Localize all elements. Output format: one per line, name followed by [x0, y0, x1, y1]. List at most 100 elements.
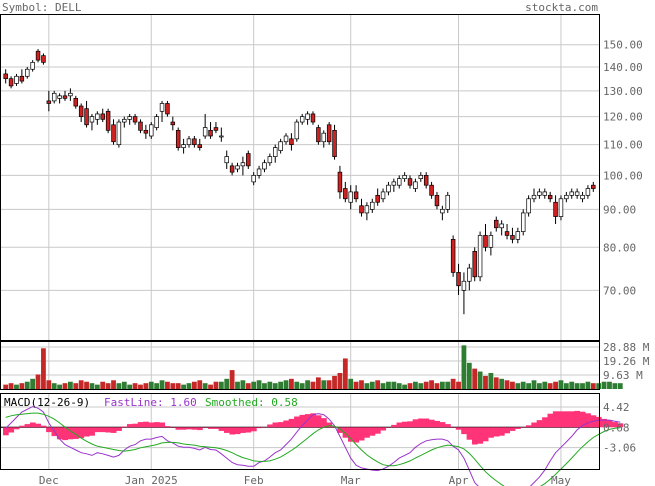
- volume-bar: [386, 381, 391, 389]
- candle-body: [14, 75, 19, 84]
- macd-histogram-bar: [250, 427, 257, 432]
- candle-body: [569, 191, 574, 196]
- candle-body: [111, 124, 116, 143]
- macd-histogram-bar: [304, 414, 311, 428]
- candle-body: [407, 178, 413, 186]
- volume-bar: [445, 381, 451, 389]
- macd-histogram-bar: [504, 427, 511, 434]
- candle-body: [224, 156, 229, 164]
- macd-histogram-bar: [299, 414, 306, 428]
- macd-histogram-bar: [321, 418, 327, 428]
- volume-bar: [537, 383, 542, 389]
- macd-histogram-bar: [596, 416, 602, 428]
- macd-histogram-bar: [143, 421, 149, 428]
- candle-body: [8, 78, 14, 87]
- volume-bar: [202, 383, 208, 389]
- macd-histogram-bar: [407, 421, 414, 428]
- volume-bar: [332, 375, 337, 389]
- candle-body: [321, 132, 326, 143]
- macd-histogram-bar: [380, 427, 387, 431]
- volume-bar: [224, 378, 230, 389]
- volume-bar: [289, 378, 294, 389]
- volume-bar: [342, 358, 348, 389]
- candle-body: [542, 191, 548, 196]
- candle-body: [494, 219, 499, 229]
- volume-bar: [531, 380, 537, 389]
- x-tick-label: Jan 2025: [125, 474, 178, 486]
- x-tick-label: Apr: [449, 474, 469, 486]
- candle-body: [353, 191, 359, 200]
- candle-body: [402, 175, 407, 179]
- macd-histogram-bar: [164, 426, 171, 428]
- macd-histogram-bar: [525, 425, 532, 428]
- candle-body: [574, 191, 580, 196]
- macd-histogram-bar: [73, 427, 79, 439]
- macd-histogram-bar: [617, 423, 624, 428]
- price-tick-label: 130.00: [603, 85, 643, 98]
- volume-tick-label: 9.63 M: [603, 369, 643, 382]
- volume-bar: [229, 370, 235, 389]
- macd-histogram-bar: [132, 423, 139, 428]
- volume-bar: [359, 380, 364, 389]
- macd-histogram-bar: [62, 427, 68, 441]
- candle-body: [580, 194, 585, 200]
- volume-bar: [483, 375, 488, 389]
- volume-bar: [148, 381, 154, 389]
- candle-body: [504, 231, 510, 236]
- volume-bar: [601, 381, 607, 389]
- candle-body: [84, 108, 89, 126]
- macd-histogram-bar: [353, 427, 360, 443]
- candle-body: [19, 75, 25, 82]
- candle-body: [434, 194, 440, 207]
- candle-body: [310, 113, 316, 123]
- candle-body: [235, 165, 240, 170]
- candle-body: [51, 92, 57, 102]
- macd-histogram-bar: [218, 427, 225, 431]
- macd-histogram-bar: [493, 427, 500, 437]
- volume-bar: [407, 383, 413, 389]
- volume-bar: [116, 383, 122, 389]
- candle-body: [515, 231, 521, 240]
- macd-histogram-bar: [46, 427, 52, 433]
- x-tick-label: Feb: [244, 474, 264, 486]
- macd-histogram-bar: [78, 427, 85, 439]
- macd-histogram-bar: [224, 427, 230, 433]
- volume-bar: [612, 383, 618, 389]
- volume-bar: [272, 383, 278, 389]
- candle-body: [386, 184, 391, 193]
- macd-histogram-bar: [175, 427, 182, 430]
- macd-histogram-bar: [536, 420, 543, 428]
- macd-tick-label: -3.06: [603, 442, 636, 455]
- candle-body: [337, 171, 343, 193]
- volume-bar: [504, 380, 510, 389]
- volume-bar: [46, 380, 52, 389]
- panel-frame: [0, 393, 600, 470]
- volume-bar: [558, 380, 564, 389]
- volume-bar: [563, 383, 569, 389]
- volume-bar: [218, 381, 224, 389]
- volume-bar: [8, 383, 14, 389]
- macd-histogram-bar: [240, 427, 246, 433]
- candle-body: [553, 201, 558, 217]
- macd-histogram-bar: [56, 427, 63, 440]
- macd-histogram-bar: [439, 422, 446, 428]
- candle-body: [585, 188, 591, 196]
- price-tick-label: 120.00: [603, 111, 643, 124]
- symbol-label: Symbol: DELL: [2, 1, 82, 14]
- candle-body: [305, 113, 310, 120]
- macd-histogram-bar: [277, 422, 284, 428]
- candle-body: [483, 235, 488, 248]
- candle-body: [526, 198, 531, 214]
- volume-bar: [520, 381, 526, 389]
- macd-histogram-bar: [126, 424, 133, 428]
- volume-bar: [197, 380, 203, 389]
- price-tick-label: 100.00: [603, 169, 643, 182]
- candle-body: [343, 188, 348, 200]
- macd-histogram-bar: [229, 427, 236, 435]
- axis-labels: Dec Jan 2025 Feb Mar Apr May 150.00 140.00 130.0…: [39, 39, 650, 486]
- x-tick-label: May: [551, 474, 571, 486]
- candle-body: [537, 191, 542, 196]
- candle-body: [278, 141, 283, 151]
- volume-bar: [143, 383, 149, 389]
